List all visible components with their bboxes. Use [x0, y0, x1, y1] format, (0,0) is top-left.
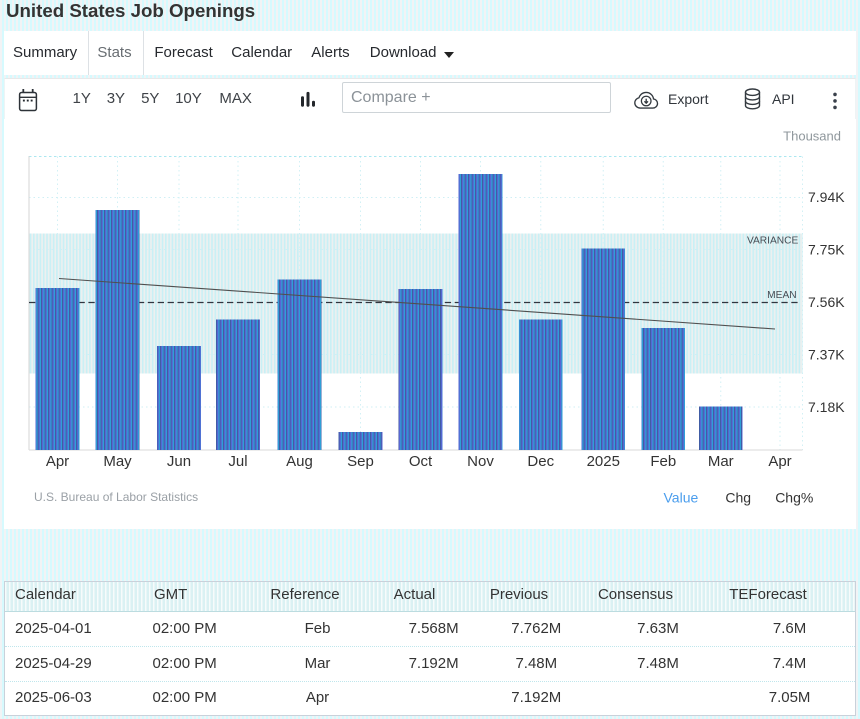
- svg-text:Mar: Mar: [708, 453, 734, 470]
- svg-text:Sep: Sep: [347, 453, 374, 470]
- svg-text:Jul: Jul: [228, 453, 247, 470]
- svg-text:Jun: Jun: [167, 453, 191, 470]
- svg-text:Apr: Apr: [768, 453, 791, 470]
- svg-text:Dec: Dec: [527, 453, 554, 470]
- svg-text:Value: Value: [664, 490, 699, 506]
- svg-text:7.37K: 7.37K: [808, 347, 845, 363]
- svg-text:7.75K: 7.75K: [808, 242, 845, 258]
- svg-text:7.18K: 7.18K: [808, 399, 845, 415]
- svg-text:Thousand: Thousand: [783, 129, 841, 144]
- svg-text:Oct: Oct: [409, 453, 433, 470]
- svg-text:2025: 2025: [587, 453, 620, 470]
- svg-text:Feb: Feb: [650, 453, 676, 470]
- svg-text:Nov: Nov: [467, 453, 494, 470]
- svg-text:VARIANCE: VARIANCE: [747, 235, 799, 246]
- svg-text:7.56K: 7.56K: [808, 294, 845, 310]
- svg-text:Aug: Aug: [286, 453, 313, 470]
- svg-text:7.94K: 7.94K: [808, 189, 845, 205]
- svg-text:Chg%: Chg%: [775, 490, 813, 506]
- svg-text:May: May: [103, 453, 132, 470]
- svg-text:Chg: Chg: [725, 490, 751, 506]
- svg-text:Apr: Apr: [46, 453, 69, 470]
- svg-text:MEAN: MEAN: [767, 290, 796, 301]
- svg-text:U.S. Bureau of Labor Statistic: U.S. Bureau of Labor Statistics: [34, 490, 198, 504]
